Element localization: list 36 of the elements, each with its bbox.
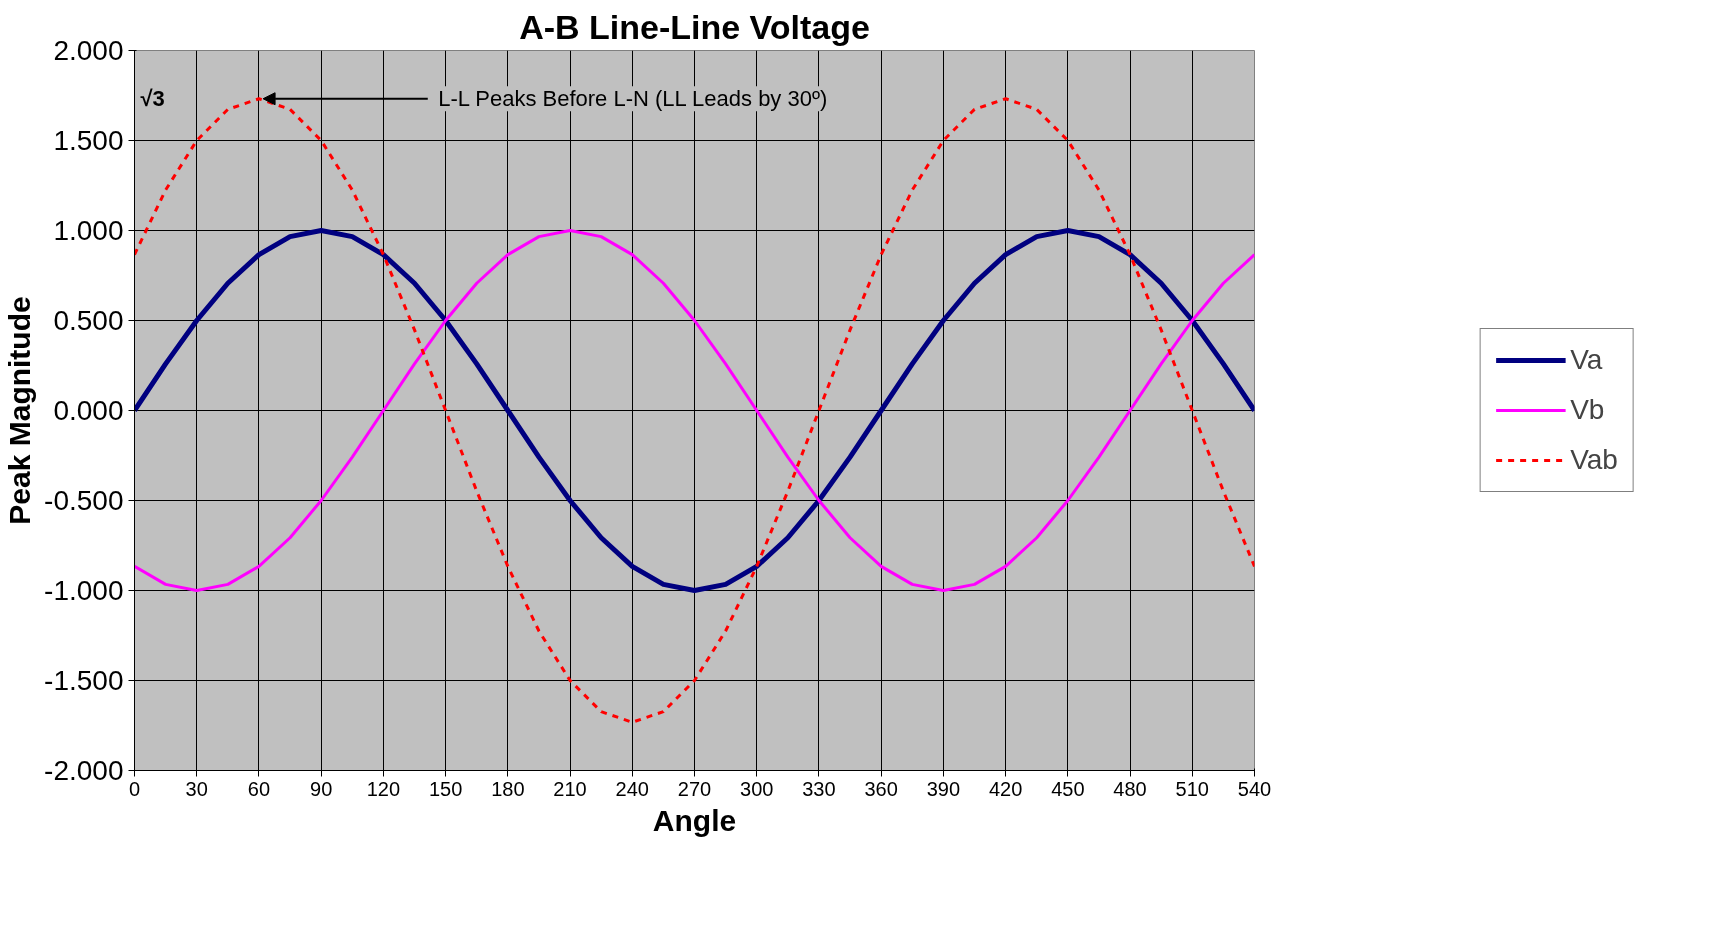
legend-label: Vb xyxy=(1570,394,1605,426)
y-tick-label: 2.000 xyxy=(53,35,124,66)
y-tick-label: -1.000 xyxy=(44,575,124,606)
x-tick-label: 510 xyxy=(1175,777,1209,800)
annotation: L-L Peaks Before L-N (LL Leads by 30º) xyxy=(438,86,828,112)
y-tick-label: -1.500 xyxy=(44,665,124,696)
x-tick-label: 270 xyxy=(677,777,712,800)
y-tick-label: 0.000 xyxy=(53,395,124,426)
x-tick-label: 150 xyxy=(428,777,463,800)
y-tick-label: -2.000 xyxy=(44,755,124,786)
annotation: √3 xyxy=(140,86,165,112)
y-tick-label: 0.500 xyxy=(53,305,124,336)
x-tick-label: 30 xyxy=(185,777,208,800)
y-tick-label: 1.500 xyxy=(53,125,124,156)
legend-label: Vab xyxy=(1570,444,1618,476)
y-axis-title: Peak Magnitude xyxy=(3,296,37,525)
x-tick-label: 360 xyxy=(864,777,898,800)
x-tick-label: 210 xyxy=(553,777,587,800)
x-tick-label: 60 xyxy=(247,777,271,800)
x-axis-title: Angle xyxy=(652,803,737,837)
y-tick-label: -0.500 xyxy=(44,485,124,516)
x-tick-label: 240 xyxy=(615,777,649,800)
x-tick-label: 480 xyxy=(1113,777,1147,800)
x-tick-label: 450 xyxy=(1051,777,1085,800)
x-tick-label: 180 xyxy=(491,777,525,800)
x-tick-label: 420 xyxy=(988,777,1023,800)
x-tick-label: 540 xyxy=(1237,777,1272,800)
x-tick-label: 330 xyxy=(802,777,836,800)
x-tick-label: 300 xyxy=(740,777,774,800)
x-tick-label: 120 xyxy=(366,777,401,800)
legend-label: Va xyxy=(1570,344,1603,376)
x-tick-label: 0 xyxy=(128,777,141,800)
x-tick-label: 90 xyxy=(310,777,333,800)
chart-title: A-B Line-Line Voltage xyxy=(519,7,870,46)
y-tick-label: 1.000 xyxy=(53,215,124,246)
x-tick-label: 390 xyxy=(926,777,961,800)
